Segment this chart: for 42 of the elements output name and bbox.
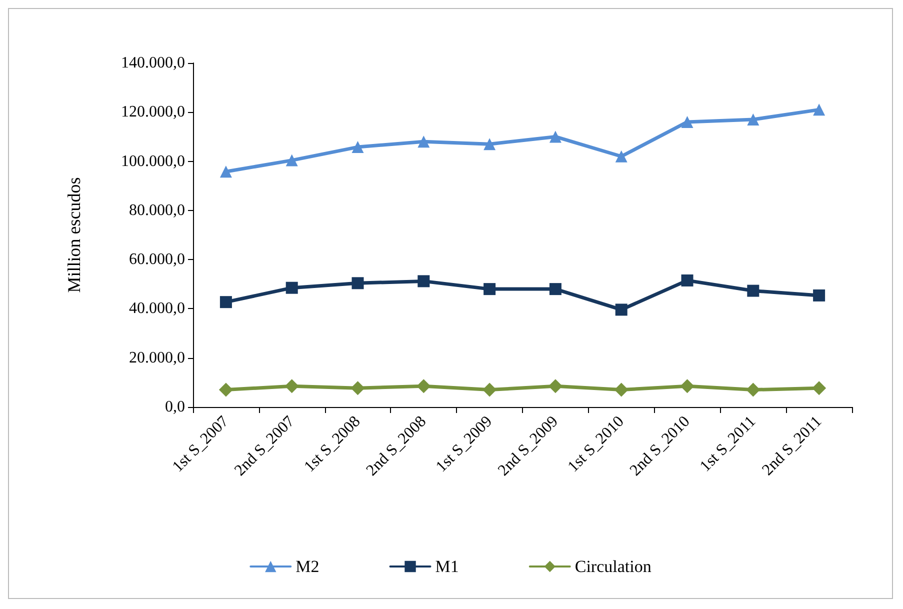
point xyxy=(286,282,298,294)
legend-label: Circulation xyxy=(574,557,652,576)
point xyxy=(284,379,299,394)
point xyxy=(352,141,364,154)
point xyxy=(681,116,694,128)
point xyxy=(746,382,760,397)
point xyxy=(286,154,298,166)
y-axis-title: Million escudos xyxy=(64,177,84,293)
point xyxy=(813,104,826,116)
y-tick-label: 60.000,0 xyxy=(129,251,185,268)
point xyxy=(418,275,430,288)
point xyxy=(218,382,233,397)
y-tick-label: 120.000,0 xyxy=(121,104,185,121)
legend-label: M1 xyxy=(435,557,459,576)
point xyxy=(614,382,628,397)
point xyxy=(484,138,496,150)
y-tick-label: 0,0 xyxy=(165,398,185,416)
point xyxy=(220,296,232,308)
point xyxy=(220,166,232,178)
point xyxy=(680,379,694,394)
point xyxy=(549,283,562,296)
point xyxy=(484,283,496,296)
y-tick-label: 80.000,0 xyxy=(129,202,185,219)
point xyxy=(352,277,364,290)
point xyxy=(482,382,497,397)
point xyxy=(747,284,760,297)
point xyxy=(747,114,760,126)
point xyxy=(615,150,628,162)
point xyxy=(681,274,694,286)
y-tick-label: 20.000,0 xyxy=(129,349,185,366)
y-tick-label: 140.000,0 xyxy=(121,54,185,72)
point xyxy=(350,381,365,396)
point xyxy=(418,136,430,148)
point xyxy=(615,304,628,316)
legend-label: M2 xyxy=(296,557,320,576)
point xyxy=(416,379,431,394)
point xyxy=(549,130,562,143)
point xyxy=(812,381,826,396)
y-tick-label: 100.000,0 xyxy=(121,152,185,170)
point xyxy=(548,379,562,394)
point xyxy=(813,289,826,302)
y-tick-label: 40.000,0 xyxy=(129,300,185,318)
